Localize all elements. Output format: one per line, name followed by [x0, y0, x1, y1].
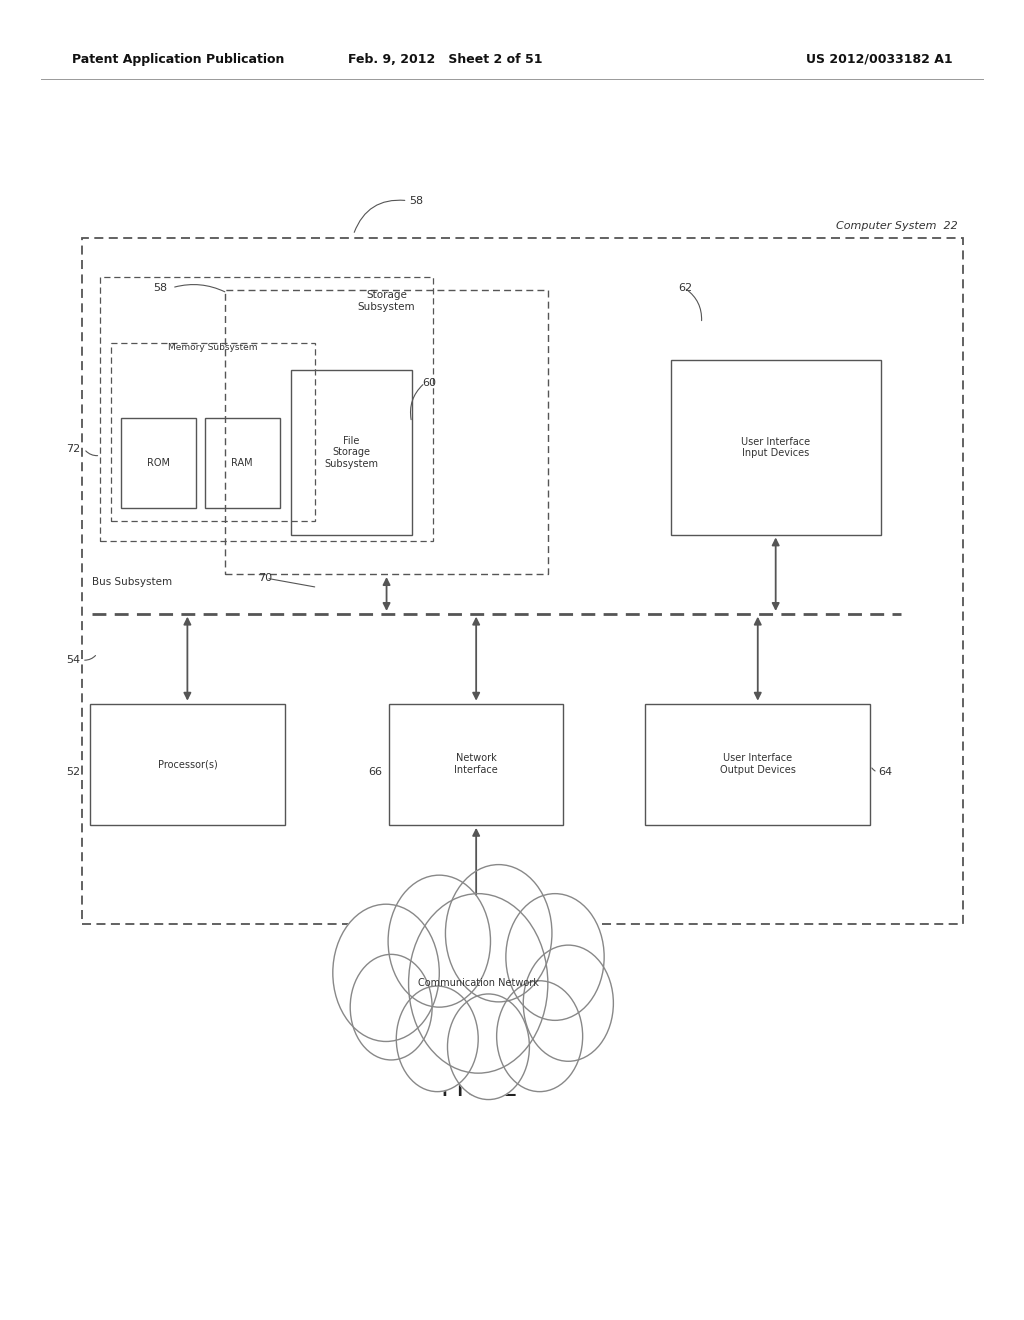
Bar — [90, 704, 285, 825]
Text: Patent Application Publication: Patent Application Publication — [72, 53, 284, 66]
Bar — [205, 418, 280, 508]
Bar — [121, 418, 196, 508]
Text: Bus Subsystem: Bus Subsystem — [92, 577, 172, 587]
Circle shape — [447, 994, 529, 1100]
Circle shape — [445, 865, 552, 1002]
Circle shape — [506, 894, 604, 1020]
Circle shape — [388, 875, 490, 1007]
Bar — [82, 238, 963, 924]
Bar — [645, 704, 870, 825]
Text: Memory Subsystem: Memory Subsystem — [168, 343, 258, 352]
Text: 58: 58 — [154, 282, 168, 293]
Bar — [225, 290, 548, 574]
Circle shape — [350, 954, 432, 1060]
Text: 62: 62 — [678, 282, 692, 293]
Circle shape — [409, 894, 548, 1073]
Text: Processor(s): Processor(s) — [158, 759, 217, 770]
Text: 54: 54 — [67, 655, 81, 665]
Text: 64: 64 — [879, 767, 893, 777]
Text: 58: 58 — [410, 195, 424, 206]
Text: ROM: ROM — [146, 458, 170, 469]
Text: Communication Network: Communication Network — [418, 978, 539, 989]
Bar — [389, 704, 563, 825]
Bar — [291, 370, 412, 535]
Text: Storage
Subsystem: Storage Subsystem — [357, 290, 416, 312]
Bar — [111, 343, 315, 521]
Text: 66: 66 — [368, 767, 382, 777]
Circle shape — [523, 945, 613, 1061]
Text: 68: 68 — [571, 994, 586, 1005]
Text: 60: 60 — [422, 378, 436, 388]
Text: US 2012/0033182 A1: US 2012/0033182 A1 — [806, 53, 952, 66]
Circle shape — [333, 904, 439, 1041]
Text: 70: 70 — [258, 573, 272, 583]
Text: Network
Interface: Network Interface — [455, 754, 498, 775]
Circle shape — [396, 986, 478, 1092]
Text: User Interface
Output Devices: User Interface Output Devices — [720, 754, 796, 775]
Text: FIG. 2: FIG. 2 — [440, 1076, 518, 1102]
Text: User Interface
Input Devices: User Interface Input Devices — [741, 437, 810, 458]
Text: File
Storage
Subsystem: File Storage Subsystem — [325, 436, 378, 469]
Bar — [671, 360, 881, 535]
Text: Computer System  22: Computer System 22 — [836, 220, 957, 231]
Bar — [100, 277, 433, 541]
Text: 52: 52 — [67, 767, 81, 777]
Text: 72: 72 — [67, 444, 81, 454]
Circle shape — [497, 981, 583, 1092]
Text: Feb. 9, 2012   Sheet 2 of 51: Feb. 9, 2012 Sheet 2 of 51 — [348, 53, 543, 66]
Text: RAM: RAM — [231, 458, 253, 469]
